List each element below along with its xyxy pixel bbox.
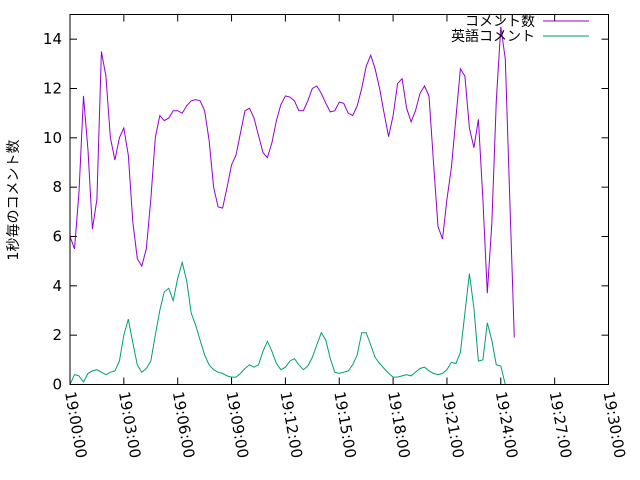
series-line-1 <box>69 26 515 338</box>
y-tick-label: 4 <box>52 277 62 295</box>
y-tick-label: 8 <box>52 178 62 196</box>
y-tick-label: 0 <box>52 376 62 394</box>
plot-frame <box>69 14 609 385</box>
x-tick-label: 19:21:00 <box>438 390 467 459</box>
x-tick-label: 19:15:00 <box>330 390 359 459</box>
y-tick-label: 14 <box>43 30 62 48</box>
x-tick-label: 19:00:00 <box>61 390 90 459</box>
y-tick-label: 12 <box>43 80 62 98</box>
x-tick-label: 19:24:00 <box>492 390 521 459</box>
x-tick-label: 19:03:00 <box>115 390 144 459</box>
x-tick-label: 19:27:00 <box>546 390 575 459</box>
x-tick-label: 19:30:00 <box>600 390 629 459</box>
axis-ticks: 0 2 4 6 8 10 12 14 19:00:00 19:03:00 19:06:00 19:09… <box>43 14 629 460</box>
x-tick-label: 19:06:00 <box>169 390 198 459</box>
series-lines <box>69 26 515 385</box>
y-tick-label: 2 <box>52 326 62 344</box>
y-tick-label: 6 <box>52 228 62 246</box>
x-tick-label: 19:18:00 <box>384 390 413 459</box>
legend-label-2: 英語コメント <box>451 28 535 45</box>
series-line-2 <box>69 260 506 385</box>
x-tick-label: 19:09:00 <box>223 390 252 459</box>
y-axis-title: 1秒毎のコメント数 <box>6 140 22 261</box>
y-tick-label: 10 <box>43 129 62 147</box>
x-tick-label: 19:12:00 <box>276 390 305 459</box>
legend-label-1: コメント数 <box>465 14 535 30</box>
